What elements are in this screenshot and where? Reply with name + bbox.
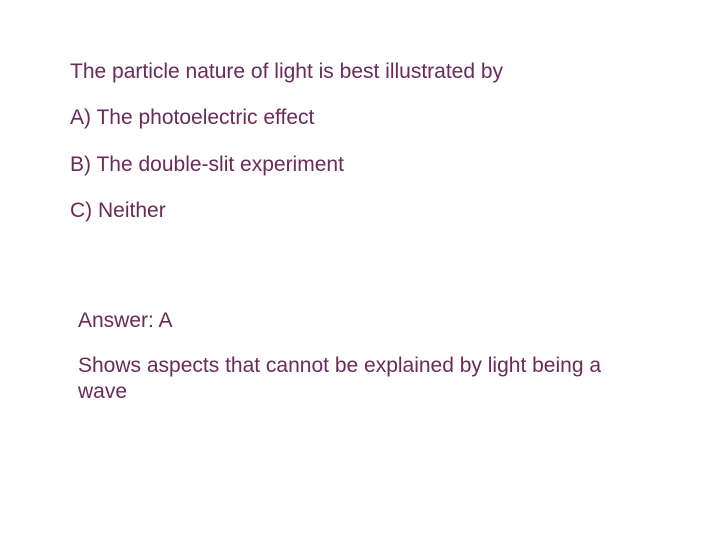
answer-explanation: Shows aspects that cannot be explained b… (78, 353, 638, 406)
slide: The particle nature of light is best ill… (0, 0, 720, 540)
option-c: C) Neither (70, 197, 660, 225)
question-text: The particle nature of light is best ill… (70, 58, 660, 86)
answer-block: Answer: A Shows aspects that cannot be e… (78, 307, 660, 405)
answer-label: Answer: A (78, 307, 660, 334)
option-b: B) The double-slit experiment (70, 151, 660, 179)
option-a: A) The photoelectric effect (70, 104, 660, 132)
